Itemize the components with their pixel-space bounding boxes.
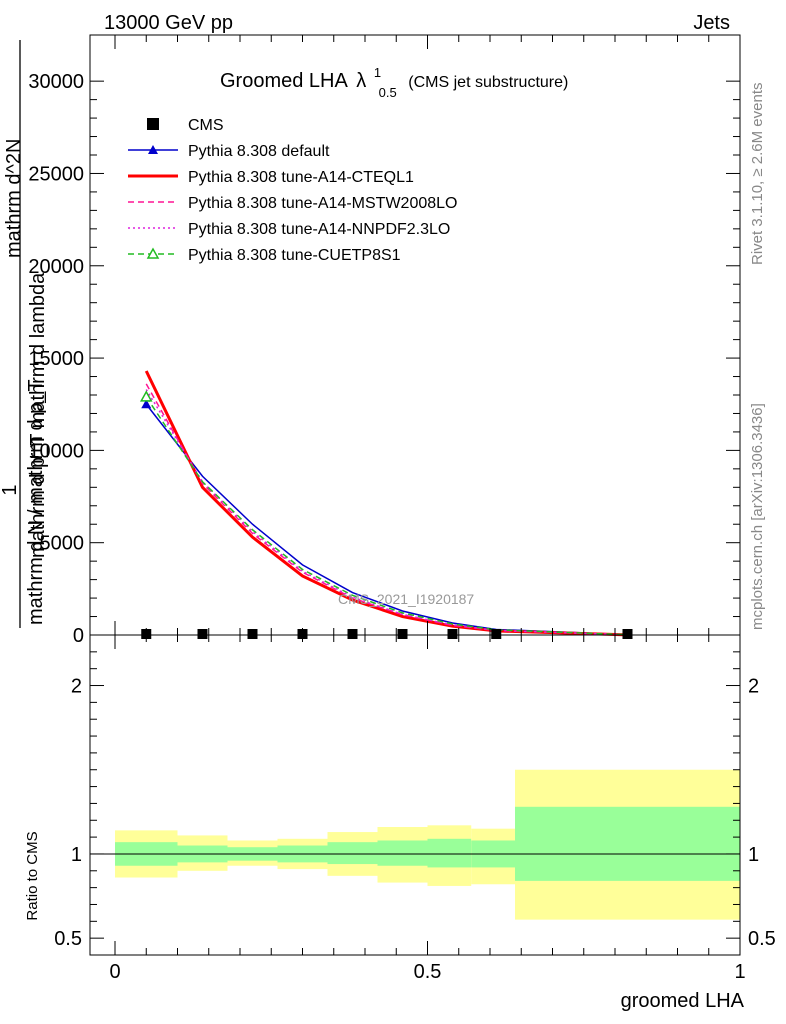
legend-swatch-0 [147, 118, 159, 130]
chart-title: Groomed LHA λ 1 0.5 (CMS jet substructur… [220, 60, 568, 102]
legend-label-0: CMS [188, 117, 224, 134]
ratio-ytick-label-right: 2 [748, 676, 759, 698]
y-label-numerator: 1 [0, 484, 21, 495]
legend-label-4: Pythia 8.308 tune-A14-NNPDF2.3LO [188, 221, 450, 238]
axis-ticks [90, 35, 741, 955]
cms-data-point [397, 629, 408, 639]
legend-label-5: Pythia 8.308 tune-CUETP8S1 [188, 247, 401, 264]
cms-data-point [197, 629, 208, 639]
cms-data-point [447, 629, 458, 639]
y-label-overlay-line2: mathrm d p_T mathrm d lambda [27, 272, 49, 558]
series-markers [139, 390, 633, 639]
y-label-denominator: mathrm d N / mathrm d p_T [25, 379, 47, 625]
main-ytick-label: 15000 [28, 348, 84, 370]
legend-marker-1 [148, 145, 158, 154]
main-ytick-label: 0 [73, 625, 84, 647]
series-marker-1 [141, 399, 152, 409]
header-analysis-label: Jets [693, 12, 730, 34]
cms-data-point [622, 629, 633, 639]
main-ytick-label: 5000 [40, 533, 85, 555]
series-line-2 [144, 370, 628, 637]
main-ytick-label: 30000 [28, 71, 84, 93]
ratio-band-inner-6 [427, 838, 472, 868]
side-rivet-label: Rivet 3.1.10, ≥ 2.6M events [749, 83, 766, 266]
cms-data-point [247, 629, 258, 639]
y-label-overlay-line1: mathrm d^2N [3, 139, 25, 258]
ratio-xtick-label: 1 [734, 961, 745, 983]
legend-marker-5 [146, 247, 160, 259]
series-lines [144, 370, 628, 637]
chart-title-main: Groomed LHA [220, 70, 348, 92]
ratio-band-inner-8 [515, 806, 740, 881]
analysis-watermark: CMS_2021_I1920187 [338, 591, 474, 607]
ratio-xtick-label: 0 [109, 961, 120, 983]
chart-title-sub: 0.5 [379, 85, 397, 100]
chart-title-note: (CMS jet substructure) [408, 74, 568, 91]
ratio-xtick-label: 0.5 [414, 961, 442, 983]
ratio-ytick-label-left: 0.5 [54, 928, 82, 950]
ratio-band-inner-4 [327, 842, 378, 865]
legend-label-2: Pythia 8.308 tune-A14-CTEQL1 [188, 169, 414, 186]
ratio-ytick-label-left: 2 [71, 676, 82, 698]
ratio-y-axis-label: Ratio to CMS [24, 831, 41, 920]
main-y-axis-label: 1 mathrm d N / mathrm d p_T mathrm d^2N … [0, 40, 49, 628]
main-ytick-label: 25000 [28, 163, 84, 185]
ratio-panel-frame [89, 634, 741, 956]
legend: CMS Pythia 8.308 default Pythia 8.308 tune… [128, 117, 457, 264]
header-beam-label: 13000 GeV pp [104, 12, 233, 34]
series-line-5 [145, 396, 628, 636]
legend-label-3: Pythia 8.308 tune-A14-MSTW2008LO [188, 195, 457, 212]
cms-data-point [347, 629, 358, 639]
series-line-3 [145, 383, 628, 636]
x-axis-label: groomed LHA [621, 990, 745, 1012]
ratio-ytick-label-right: 0.5 [748, 928, 776, 950]
series-marker-5 [139, 390, 153, 402]
cms-data-point [491, 629, 502, 639]
chart-title-sup: 1 [374, 65, 381, 80]
legend-label-1: Pythia 8.308 default [188, 143, 330, 160]
ratio-bands [115, 769, 740, 920]
main-ytick-label: 10000 [28, 440, 84, 462]
ratio-ytick-label-right: 1 [748, 844, 759, 866]
main-ytick-label: 20000 [28, 256, 84, 278]
side-mcplots-label: mcplots.cern.ch [arXiv:1306.3436] [749, 403, 766, 630]
ratio-ytick-label-left: 1 [71, 844, 82, 866]
chart-title-lambda: λ [356, 70, 366, 92]
ratio-band-inner-5 [377, 840, 428, 866]
